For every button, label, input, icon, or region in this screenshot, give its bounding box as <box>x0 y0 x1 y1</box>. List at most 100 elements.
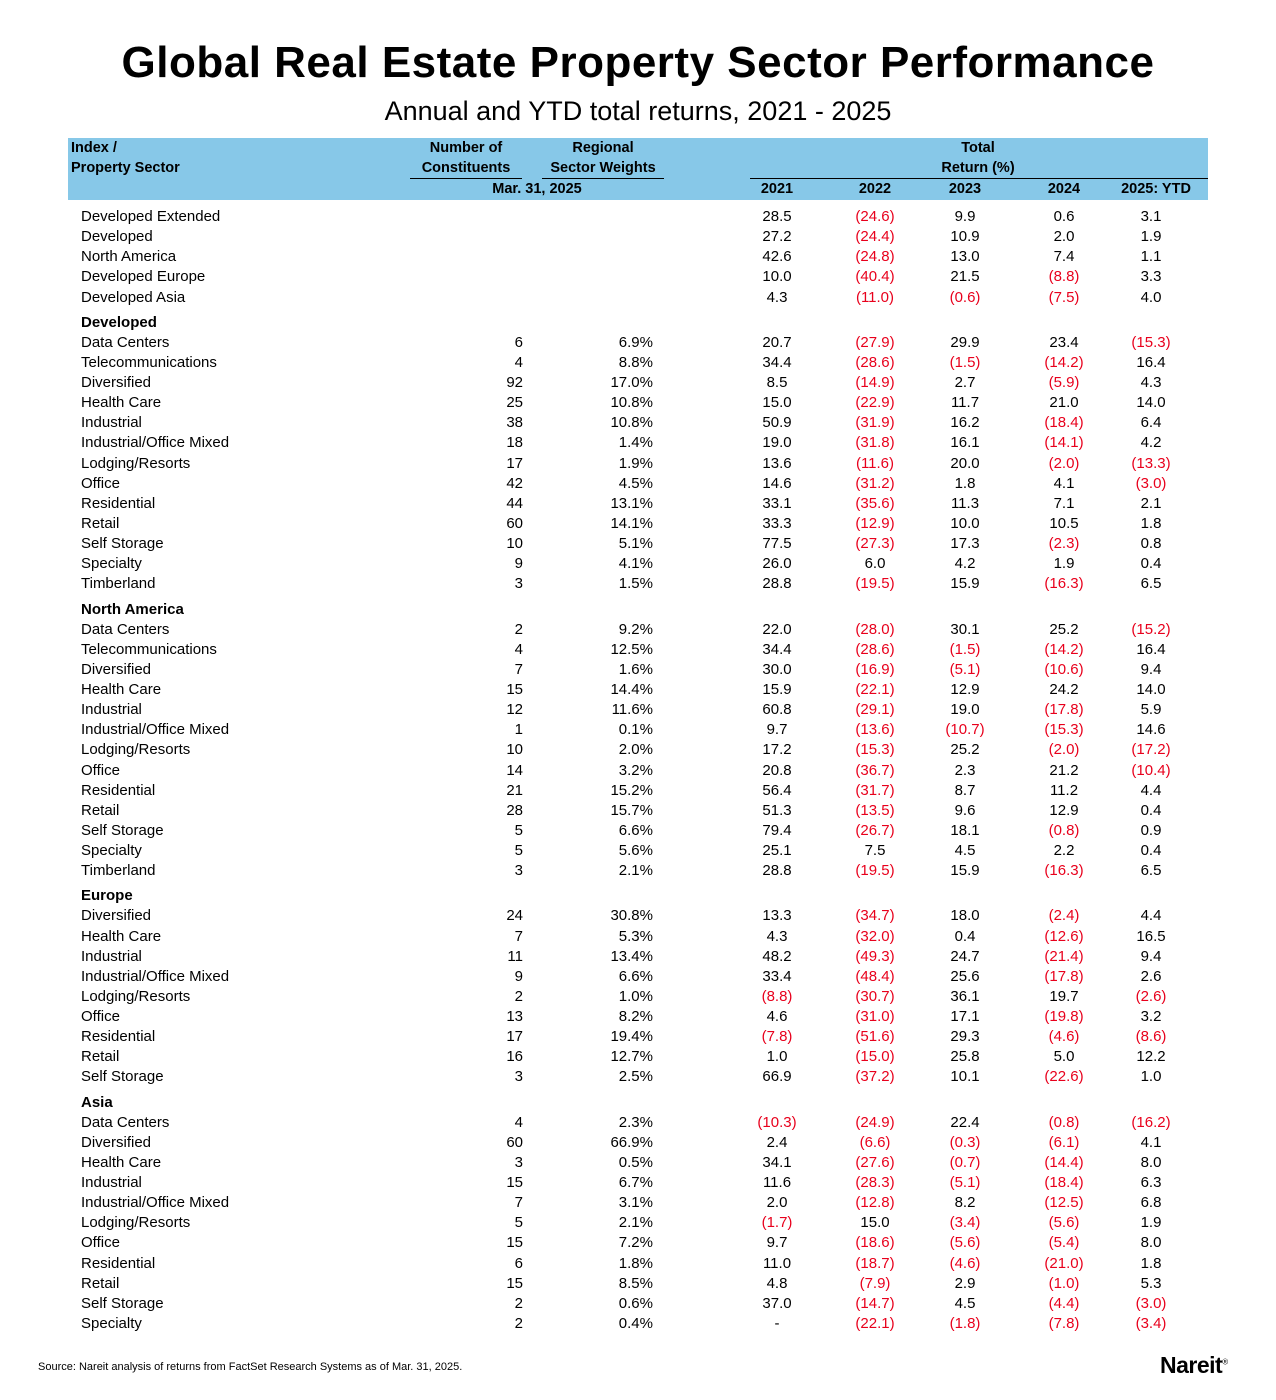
return-2024: 7.1 <box>1053 494 1075 512</box>
return-2021: 33.4 <box>762 967 792 985</box>
constituents-count: 17 <box>506 454 523 472</box>
sector-weight: 12.7% <box>610 1048 653 1066</box>
constituents-count: 5 <box>514 842 523 860</box>
return-2025-ytd: 6.5 <box>1140 862 1162 880</box>
table-row: Specialty 5 5.6% 25.1 7.5 4.5 2.2 0.4 <box>0 841 1276 861</box>
return-2024: 2.0 <box>1053 228 1075 246</box>
sector-weight: 17.0% <box>610 373 653 391</box>
sector-weight: 7.2% <box>618 1234 653 1252</box>
return-2021: 30.0 <box>762 660 792 678</box>
constituents-count: 7 <box>514 660 523 678</box>
sector-weight: 30.8% <box>610 907 653 925</box>
constituents-count: 92 <box>506 373 523 391</box>
return-2023: 30.1 <box>950 620 980 638</box>
return-2024: 2.2 <box>1053 842 1075 860</box>
return-2024: (5.6) <box>1048 1214 1080 1232</box>
return-2021: 25.1 <box>762 842 792 860</box>
return-2024: 11.2 <box>1049 781 1079 799</box>
return-2023: (0.3) <box>949 1133 981 1151</box>
table-row: Office 15 7.2% 9.7 (18.6) (5.6) (5.4) 8.0 <box>0 1233 1276 1253</box>
table-row: Industrial/Office Mixed 18 1.4% 19.0 (31.8) 1… <box>0 433 1276 453</box>
sector-weight: 9.2% <box>618 620 653 638</box>
constituents-count: 13 <box>506 1008 523 1026</box>
constituents-count: 60 <box>506 1133 523 1151</box>
return-2022: (30.7) <box>855 987 895 1005</box>
return-2024: 7.4 <box>1053 248 1075 266</box>
return-2025-ytd: 9.4 <box>1140 660 1162 678</box>
return-2024: 5.0 <box>1053 1048 1075 1066</box>
table-row: Timberland 3 1.5% 28.8 (19.5) 15.9 (16.3) 6.5 <box>0 574 1276 594</box>
return-2021: 13.6 <box>762 454 792 472</box>
return-2024: (16.3) <box>1044 575 1084 593</box>
return-2025-ytd: (3.0) <box>1135 1294 1167 1312</box>
return-2023: (5.1) <box>949 660 981 678</box>
sector-weight: 19.4% <box>610 1028 653 1046</box>
return-2021: 13.3 <box>762 907 792 925</box>
sector-weight: 14.1% <box>610 514 653 532</box>
table-row: Developed Asia 4.3 (11.0) (0.6) (7.5) 4.0 <box>0 288 1276 308</box>
return-2024: 1.9 <box>1053 555 1075 573</box>
return-2021: 26.0 <box>762 555 792 573</box>
return-2025-ytd: 14.0 <box>1136 394 1166 412</box>
table-row: Data Centers 6 6.9% 20.7 (27.9) 29.9 23.4 (15.3… <box>0 333 1276 353</box>
return-2022: (16.9) <box>855 660 895 678</box>
return-2025-ytd: 3.2 <box>1140 1008 1162 1026</box>
return-2023: 1.8 <box>954 474 976 492</box>
return-2024: 19.7 <box>1049 987 1079 1005</box>
return-2024: (21.4) <box>1044 947 1084 965</box>
sector-weight: 0.5% <box>618 1153 653 1171</box>
section-heading-label: Developed <box>81 313 157 331</box>
return-2022: (35.6) <box>855 494 895 512</box>
return-2021: 79.4 <box>762 821 792 839</box>
return-2022: (13.6) <box>855 721 895 739</box>
return-2023: (1.5) <box>949 353 981 371</box>
table-row: Office 13 8.2% 4.6 (31.0) 17.1 (19.8) 3.2 <box>0 1007 1276 1027</box>
return-2023: 21.5 <box>950 268 980 286</box>
return-2023: 19.0 <box>950 701 980 719</box>
return-2023: 8.7 <box>954 781 976 799</box>
return-2025-ytd: 5.9 <box>1140 701 1162 719</box>
constituents-count: 9 <box>514 967 523 985</box>
sector-weight: 13.1% <box>610 494 653 512</box>
sector-weight: 11.6% <box>611 701 653 719</box>
table-row: Industrial 15 6.7% 11.6 (28.3) (5.1) (18.4) 6.3 <box>0 1173 1276 1193</box>
constituents-count: 7 <box>514 927 523 945</box>
return-2021: 27.2 <box>762 228 792 246</box>
return-2023: 25.2 <box>950 741 980 759</box>
return-2024: (14.1) <box>1044 434 1084 452</box>
table-row: Telecommunications 4 8.8% 34.4 (28.6) (1.5) (1… <box>0 353 1276 373</box>
sector-name: Lodging/Resorts <box>81 1214 191 1232</box>
page-subtitle: Annual and YTD total returns, 2021 - 202… <box>384 96 892 126</box>
return-2022: (27.9) <box>855 333 895 351</box>
return-2022: (26.7) <box>855 821 895 839</box>
return-2021: 28.8 <box>762 862 792 880</box>
sector-name: Residential <box>81 781 156 799</box>
return-2024: 0.6 <box>1053 208 1075 225</box>
return-2023: 11.3 <box>950 494 980 512</box>
section-heading: Europe <box>0 886 1276 906</box>
header-total-label-2: Return (%) <box>941 160 1015 176</box>
return-2024: (6.1) <box>1048 1133 1080 1151</box>
sector-weight: 12.5% <box>610 640 653 658</box>
return-2022: (24.8) <box>855 248 895 266</box>
sector-name: Lodging/Resorts <box>81 454 191 472</box>
logo-registered-mark: ® <box>1222 1357 1228 1367</box>
return-2022: (12.9) <box>855 514 895 532</box>
return-2021: 33.3 <box>762 514 792 532</box>
sector-name: Industrial/Office Mixed <box>81 721 230 739</box>
constituents-count: 6 <box>514 1254 523 1272</box>
table-row: Timberland 3 2.1% 28.8 (19.5) 15.9 (16.3) 6.5 <box>0 861 1276 881</box>
return-2022: (34.7) <box>855 907 895 925</box>
return-2022: (18.6) <box>855 1234 895 1252</box>
return-2021: 17.2 <box>762 741 792 759</box>
header-year-2021: 2021 <box>760 181 794 197</box>
sector-weight: 2.3% <box>618 1113 653 1131</box>
sector-name: Telecommunications <box>81 640 217 658</box>
constituents-count: 2 <box>514 1315 523 1333</box>
constituents-count: 3 <box>514 1068 523 1086</box>
return-2021: 28.5 <box>762 208 792 225</box>
table-row: Specialty 2 0.4% - (22.1) (1.8) (7.8) (3.4) <box>0 1314 1276 1334</box>
return-2024: (14.4) <box>1044 1153 1084 1171</box>
section-heading: Developed <box>0 313 1276 333</box>
return-2021: 4.3 <box>766 927 788 945</box>
